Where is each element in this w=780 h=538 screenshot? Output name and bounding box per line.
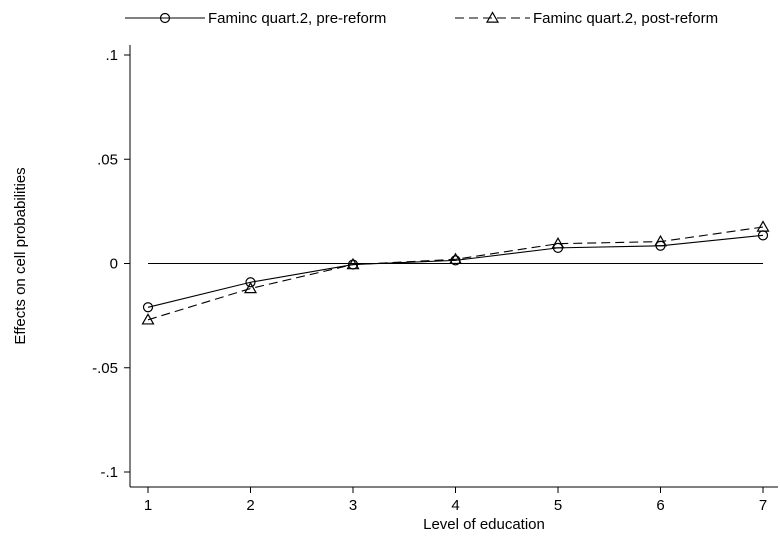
series-1 [144, 231, 768, 312]
x-tick-label: 3 [349, 497, 357, 514]
series-2-line [148, 227, 763, 320]
y-ticks: -.1 -.05 0 .05 .1 [92, 47, 130, 481]
legend: Faminc quart.2, pre-reform Faminc quart.2… [125, 10, 718, 27]
x-tick-label: 2 [246, 497, 254, 514]
axes: -.1 -.05 0 .05 .1 1 2 3 4 5 6 7 Level of education… [12, 45, 778, 533]
x-tick-label: 6 [656, 497, 664, 514]
series-2-marker [758, 222, 769, 232]
y-axis-title: Effects on cell probabilities [12, 167, 29, 344]
legend-item-1: Faminc quart.2, pre-reform [125, 10, 386, 27]
legend-marker [487, 13, 498, 23]
x-tick-label: 1 [144, 497, 152, 514]
legend-label: Faminc quart.2, post-reform [533, 10, 718, 27]
series-1-line [148, 235, 763, 307]
x-tick-label: 4 [451, 497, 459, 514]
series-layer [143, 222, 769, 324]
legend-label: Faminc quart.2, pre-reform [208, 10, 386, 27]
y-tick-label: .1 [105, 47, 118, 64]
x-ticks: 1 2 3 4 5 6 7 [144, 487, 767, 514]
x-axis-title: Level of education [423, 516, 545, 533]
y-tick-label: 0 [110, 256, 118, 273]
y-tick-label: -.1 [100, 464, 118, 481]
x-tick-label: 5 [554, 497, 562, 514]
x-tick-label: 7 [759, 497, 767, 514]
y-tick-label: -.05 [92, 360, 118, 377]
series-2 [143, 222, 769, 324]
legend-item-2: Faminc quart.2, post-reform [455, 10, 718, 27]
y-tick-label: .05 [97, 151, 118, 168]
